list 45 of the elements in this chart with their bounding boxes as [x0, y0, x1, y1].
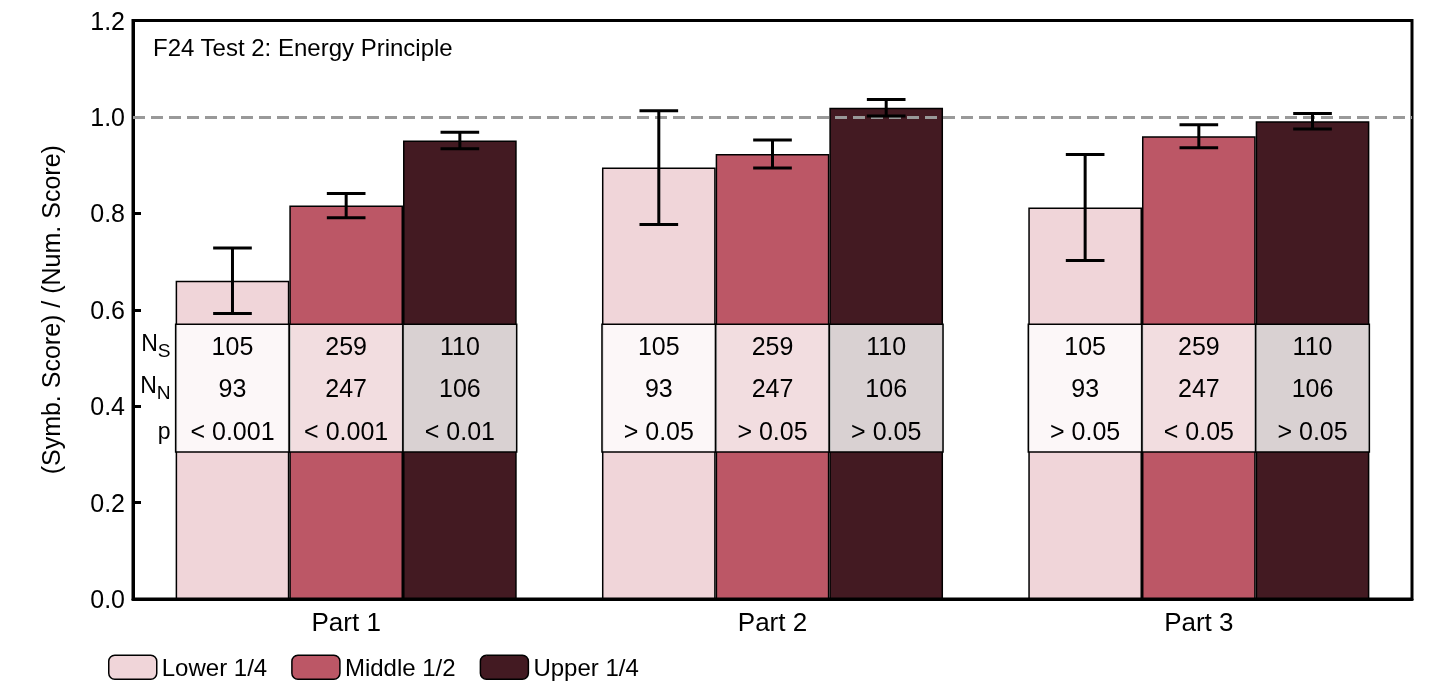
y-tick-label: 1.0: [90, 102, 125, 131]
y-axis-title: (Symb. Score) / (Num. Score): [36, 145, 65, 475]
annotation: 93: [1071, 374, 1100, 403]
annotation: 247: [325, 374, 368, 403]
y-tick-label: 0.4: [90, 392, 126, 421]
annotation: 106: [439, 374, 481, 403]
annotation: < 0.05: [1163, 416, 1234, 445]
annotation: 106: [1291, 374, 1334, 403]
y-tick-label: 0.6: [90, 295, 125, 324]
y-tick-label: 0.8: [90, 199, 125, 228]
annotation: 110: [439, 331, 480, 360]
annotation: < 0.001: [304, 416, 389, 445]
annotation: < 0.01: [424, 416, 495, 445]
annotation: 105: [1064, 331, 1106, 360]
legend-label: Upper 1/4: [533, 653, 639, 681]
x-tick-label: Part 1: [311, 607, 381, 637]
y-tick-label: 0.2: [90, 488, 125, 517]
text: F24 Test 2: Energy Principle: [153, 33, 453, 61]
annotation: 93: [218, 374, 247, 403]
annotation: 259: [1177, 331, 1220, 360]
annotation: > 0.05: [737, 416, 808, 445]
annotation: 105: [211, 331, 254, 360]
annotation: N$_{S}$: [141, 329, 171, 361]
x-tick-label: Part 2: [737, 607, 808, 637]
annotation: > 0.05: [623, 416, 694, 445]
annotation: 105: [637, 331, 680, 360]
annotation: N$_{N}$: [140, 372, 171, 403]
annotation: > 0.05: [1277, 416, 1348, 445]
annotation: < 0.001: [190, 416, 275, 445]
annotation: 106: [865, 374, 908, 403]
y-tick-label: 1.2: [90, 6, 125, 35]
x-tick-label: Part 3: [1164, 607, 1234, 637]
annotation: 110: [1292, 331, 1333, 360]
annotation: 247: [1177, 374, 1220, 403]
annotation: 259: [751, 331, 794, 360]
annotation: 93: [644, 374, 673, 403]
legend-label: Middle 1/2: [344, 653, 456, 681]
annotation: > 0.05: [1050, 416, 1121, 445]
y-tick-label: 0.0: [90, 585, 125, 613]
annotation: 247: [751, 374, 794, 403]
annotation: p: [157, 417, 171, 444]
annotation: 110: [866, 331, 907, 360]
annotation: > 0.05: [851, 416, 922, 445]
legend-label: Lower 1/4: [161, 653, 268, 681]
annotation: 259: [325, 331, 368, 360]
